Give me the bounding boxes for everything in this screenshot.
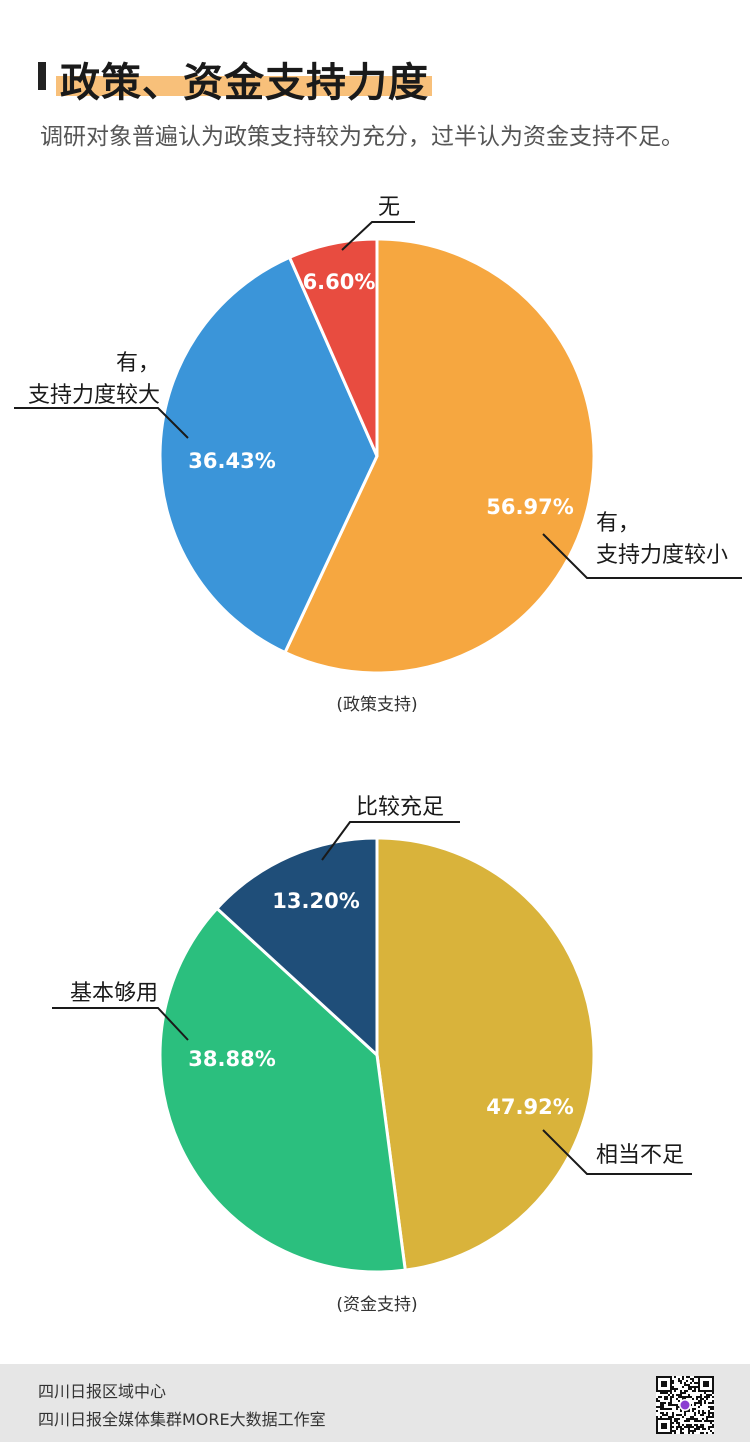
pie1-slice-2 <box>158 255 379 655</box>
pie2-slice-3 <box>214 836 379 1059</box>
pie1-category-label-1-line-2: 支持力度较小 <box>596 543 728 568</box>
pie1-category-label-2-line-2: 支持力度较大 <box>28 383 160 408</box>
pie1-leader-line-2 <box>14 407 189 439</box>
title-bar-decoration <box>38 62 46 90</box>
pie1-slice-1 <box>282 237 596 675</box>
pie1-slice-3 <box>287 237 379 457</box>
footer-line-2: 四川日报全媒体集群MORE大数据工作室 <box>38 1410 326 1429</box>
pie2-leader-line-2 <box>52 1007 189 1041</box>
pie1-percent-label-1: 56.97% <box>486 495 573 519</box>
pie2-percent-label-3: 13.20% <box>272 889 359 913</box>
title-highlight-decoration <box>56 76 432 96</box>
page-title: 政策、资金支持力度 <box>60 60 429 106</box>
pie1-leader-line-1 <box>542 533 742 579</box>
pie2-caption: (资金支持) <box>336 1295 417 1315</box>
qr-code-icon <box>656 1376 714 1434</box>
pie-charts: 56.97% 有， 支持力度较小 36.43% 有， 支持力度较大 6.60% 无 (政策支持)… <box>14 195 742 1315</box>
page-subtitle: 调研对象普遍认为政策支持较为充分，过半认为资金支持不足。 <box>40 124 684 150</box>
pie1-category-label-3-line-1: 无 <box>378 195 400 220</box>
pie2-category-label-3-line-1: 比较充足 <box>356 795 444 820</box>
pie1-percent-label-3: 6.60% <box>303 270 376 294</box>
pie1-percent-label-2: 36.43% <box>188 449 275 473</box>
footer: 四川日报区域中心 四川日报全媒体集群MORE大数据工作室 <box>0 1364 750 1442</box>
pie1-caption: (政策支持) <box>336 695 417 715</box>
pie1-category-label-1-line-1: 有， <box>596 511 640 536</box>
pie2-leader-line-3 <box>321 821 460 861</box>
pie2-percent-label-1: 47.92% <box>486 1095 573 1119</box>
pie2-category-label-1-line-1: 相当不足 <box>596 1143 684 1168</box>
footer-line-1: 四川日报区域中心 <box>38 1382 167 1401</box>
pie2-slice-1 <box>375 836 596 1272</box>
pie2-leader-line-1 <box>542 1129 692 1175</box>
pie1-category-label-2-line-1: 有， <box>116 351 160 376</box>
pie1-leader-line-3 <box>341 221 415 251</box>
pie2-percent-label-2: 38.88% <box>188 1047 275 1071</box>
pie2-category-label-2-line-1: 基本够用 <box>70 981 158 1006</box>
pie2-slice-2 <box>158 906 407 1274</box>
